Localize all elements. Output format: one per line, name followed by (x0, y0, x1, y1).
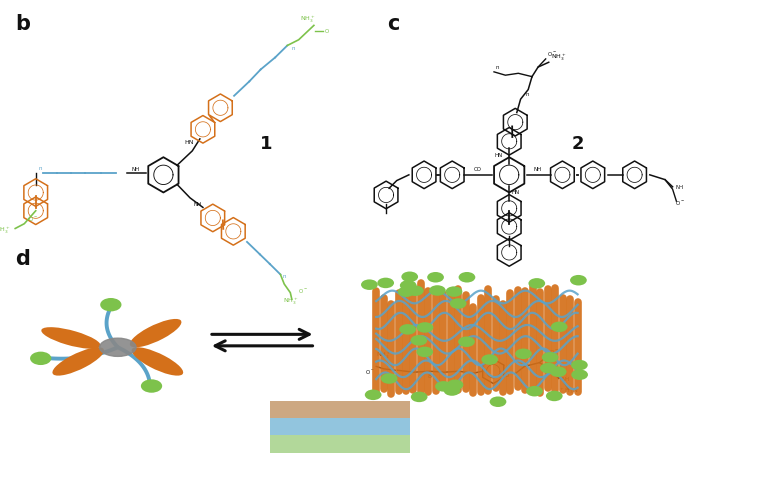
Circle shape (526, 386, 543, 397)
Circle shape (551, 321, 568, 332)
Circle shape (411, 392, 428, 402)
Circle shape (489, 397, 506, 407)
Text: $\mathregular{NH}$: $\mathregular{NH}$ (561, 375, 570, 383)
Text: 2: 2 (572, 135, 584, 153)
Text: NH: NH (131, 168, 139, 172)
Text: NH: NH (534, 168, 542, 172)
Circle shape (444, 385, 461, 396)
Circle shape (447, 379, 464, 390)
Circle shape (141, 379, 162, 393)
Circle shape (400, 280, 416, 291)
Text: 8: 8 (427, 374, 432, 379)
Circle shape (540, 363, 557, 373)
Circle shape (429, 285, 445, 296)
Circle shape (445, 286, 462, 297)
Ellipse shape (41, 327, 100, 349)
Circle shape (572, 369, 588, 380)
Circle shape (546, 391, 562, 401)
Circle shape (377, 278, 394, 288)
Circle shape (30, 352, 52, 365)
Circle shape (571, 360, 587, 370)
Circle shape (458, 336, 475, 347)
Circle shape (410, 335, 427, 346)
Text: CO: CO (473, 168, 481, 172)
Circle shape (416, 322, 433, 333)
Text: b: b (15, 14, 30, 34)
Circle shape (549, 366, 566, 377)
Text: $\mathregular{O^-}$: $\mathregular{O^-}$ (547, 50, 557, 58)
Circle shape (458, 272, 475, 283)
Circle shape (381, 373, 397, 384)
Text: Temperature responsive: Temperature responsive (273, 422, 407, 432)
Circle shape (100, 298, 122, 311)
Text: pH/salt responsive: pH/salt responsive (289, 439, 391, 449)
Text: $\mathregular{O^-}$: $\mathregular{O^-}$ (504, 371, 514, 379)
Text: $\mathregular{O^-}$: $\mathregular{O^-}$ (298, 286, 308, 295)
Circle shape (401, 272, 418, 282)
Text: $\mathregular{O^-}$: $\mathregular{O^-}$ (549, 348, 559, 356)
Circle shape (570, 275, 587, 285)
Circle shape (365, 389, 382, 400)
Text: O: O (325, 29, 329, 34)
Text: $\mathregular{O^-}$: $\mathregular{O^-}$ (28, 215, 38, 223)
Ellipse shape (52, 347, 104, 376)
Text: Light responsive: Light responsive (294, 405, 386, 414)
Ellipse shape (100, 338, 136, 356)
Circle shape (450, 298, 467, 309)
Circle shape (397, 286, 414, 297)
Circle shape (435, 381, 451, 392)
Text: n: n (496, 66, 499, 70)
Text: HN: HN (495, 153, 503, 158)
Ellipse shape (131, 347, 183, 376)
Text: n: n (526, 92, 530, 97)
Circle shape (481, 354, 498, 365)
FancyBboxPatch shape (270, 401, 410, 418)
Text: c: c (388, 14, 400, 34)
Text: n: n (283, 274, 287, 279)
Circle shape (427, 272, 444, 283)
FancyBboxPatch shape (270, 418, 410, 435)
Circle shape (407, 285, 423, 296)
Text: NH: NH (194, 202, 202, 206)
FancyBboxPatch shape (270, 435, 410, 453)
Text: $\mathregular{NH_3^+}$: $\mathregular{NH_3^+}$ (283, 297, 298, 307)
Ellipse shape (130, 319, 182, 347)
Circle shape (416, 347, 433, 357)
Text: $\mathregular{NH_3^+}$: $\mathregular{NH_3^+}$ (0, 226, 11, 236)
Circle shape (399, 324, 416, 335)
Circle shape (528, 278, 545, 289)
Text: $\mathregular{O^-}$: $\mathregular{O^-}$ (675, 198, 685, 206)
Text: $\mathregular{O^-}$: $\mathregular{O^-}$ (365, 367, 375, 376)
Text: d: d (15, 249, 30, 269)
Text: HN: HN (511, 190, 520, 195)
Circle shape (542, 352, 559, 363)
Text: n: n (39, 166, 43, 171)
Text: HN: HN (185, 140, 195, 145)
Text: $\mathregular{NH}$: $\mathregular{NH}$ (675, 183, 684, 191)
Text: n: n (291, 46, 295, 51)
Text: 1: 1 (260, 135, 272, 153)
Circle shape (361, 279, 378, 290)
Text: $\mathregular{NH_3^+}$: $\mathregular{NH_3^+}$ (551, 53, 566, 63)
Circle shape (515, 349, 532, 359)
Text: $\mathregular{^+H_3N}$: $\mathregular{^+H_3N}$ (559, 386, 578, 396)
Text: $\mathregular{NH_3^+}$: $\mathregular{NH_3^+}$ (376, 351, 391, 361)
Text: $\mathregular{NH_3^+}$: $\mathregular{NH_3^+}$ (300, 15, 315, 25)
